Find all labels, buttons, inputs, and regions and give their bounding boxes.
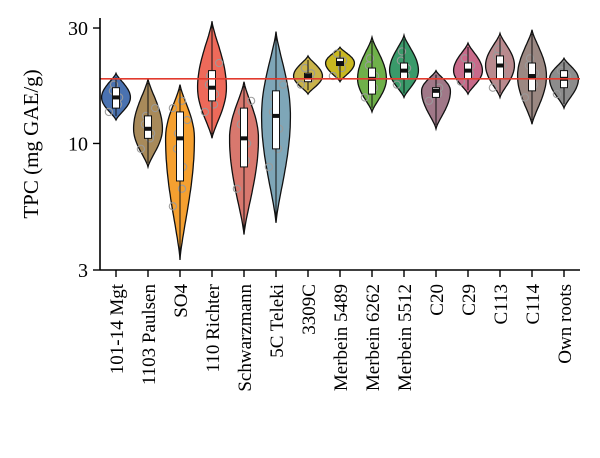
median-marker <box>497 63 503 68</box>
data-point <box>264 162 274 172</box>
data-point <box>392 80 402 89</box>
violin-group <box>100 71 132 122</box>
y-tick-label: 3 <box>78 260 88 282</box>
iqr-box <box>272 90 280 150</box>
median-marker <box>401 68 407 73</box>
x-tick-label: Merbein 5489 <box>331 284 352 391</box>
data-point <box>488 83 498 92</box>
median-marker <box>145 126 151 131</box>
violin-group <box>260 31 292 223</box>
x-tick-label: 5C Teleki <box>267 284 288 358</box>
median-marker <box>209 85 215 90</box>
median-marker <box>465 68 471 73</box>
violin-group <box>228 81 260 235</box>
data-point <box>360 93 370 102</box>
x-tick-label: Merbein 5512 <box>395 284 416 391</box>
violin-group <box>292 54 324 96</box>
violin-group <box>548 56 580 111</box>
y-tick-label: 10 <box>68 133 88 155</box>
median-marker <box>305 74 311 79</box>
data-point <box>397 47 407 56</box>
data-point <box>177 184 187 193</box>
data-point <box>493 45 503 54</box>
violin-group <box>324 46 356 84</box>
median-marker <box>273 113 279 118</box>
median-marker <box>529 74 535 79</box>
violin-group <box>388 32 420 100</box>
x-tick-label: C29 <box>459 284 480 316</box>
x-tick-label: C20 <box>427 284 448 316</box>
violin-group <box>484 31 516 100</box>
data-point <box>168 103 178 113</box>
x-tick-label: C114 <box>523 284 544 325</box>
plot-area <box>100 21 580 261</box>
data-point <box>200 107 210 117</box>
data-point <box>525 54 535 63</box>
median-marker <box>177 136 183 141</box>
x-tick-label: 1103 Paulsen <box>139 284 160 386</box>
data-point <box>177 96 187 106</box>
x-tick-label: Own roots <box>555 284 576 364</box>
data-point <box>278 80 288 89</box>
x-tick-label: 101-14 Mgt <box>107 283 128 374</box>
y-axis-ticks: 3 10 30 <box>68 18 100 282</box>
iqr-box <box>368 67 376 95</box>
data-point <box>424 96 434 106</box>
iqr-box <box>176 111 184 182</box>
y-tick-label: 30 <box>68 18 88 40</box>
x-tick-label: Schwarzmann <box>235 284 256 392</box>
x-tick-label: 3309C <box>299 284 320 335</box>
violin-group <box>164 84 196 261</box>
x-axis-ticks: 101-14 Mgt 1103 Paulsen SO4 110 Richter Schw… <box>107 270 576 392</box>
median-marker <box>113 95 119 100</box>
x-tick-label: 110 Richter <box>203 283 224 372</box>
x-tick-label: Merbein 6262 <box>363 284 384 391</box>
data-point <box>168 202 178 211</box>
violin-group <box>132 78 164 170</box>
data-point <box>136 144 146 154</box>
violin-group <box>516 29 548 125</box>
x-tick-label: SO4 <box>171 284 192 318</box>
data-point <box>104 107 114 117</box>
data-point <box>214 58 224 68</box>
median-marker <box>241 136 247 141</box>
data-point <box>246 96 256 106</box>
median-marker <box>337 61 343 66</box>
x-tick-label: C113 <box>491 284 512 324</box>
violin-group <box>420 69 452 132</box>
y-axis-label: TPC (mg GAE/g) <box>19 69 43 218</box>
data-point <box>150 103 160 113</box>
data-point <box>552 89 562 99</box>
data-point <box>365 54 375 63</box>
median-marker <box>433 88 439 93</box>
data-point <box>232 184 242 193</box>
data-point <box>520 93 530 102</box>
data-point <box>296 80 306 89</box>
violin-group <box>356 34 388 114</box>
violin-group <box>196 21 228 139</box>
violin-group <box>452 41 484 96</box>
